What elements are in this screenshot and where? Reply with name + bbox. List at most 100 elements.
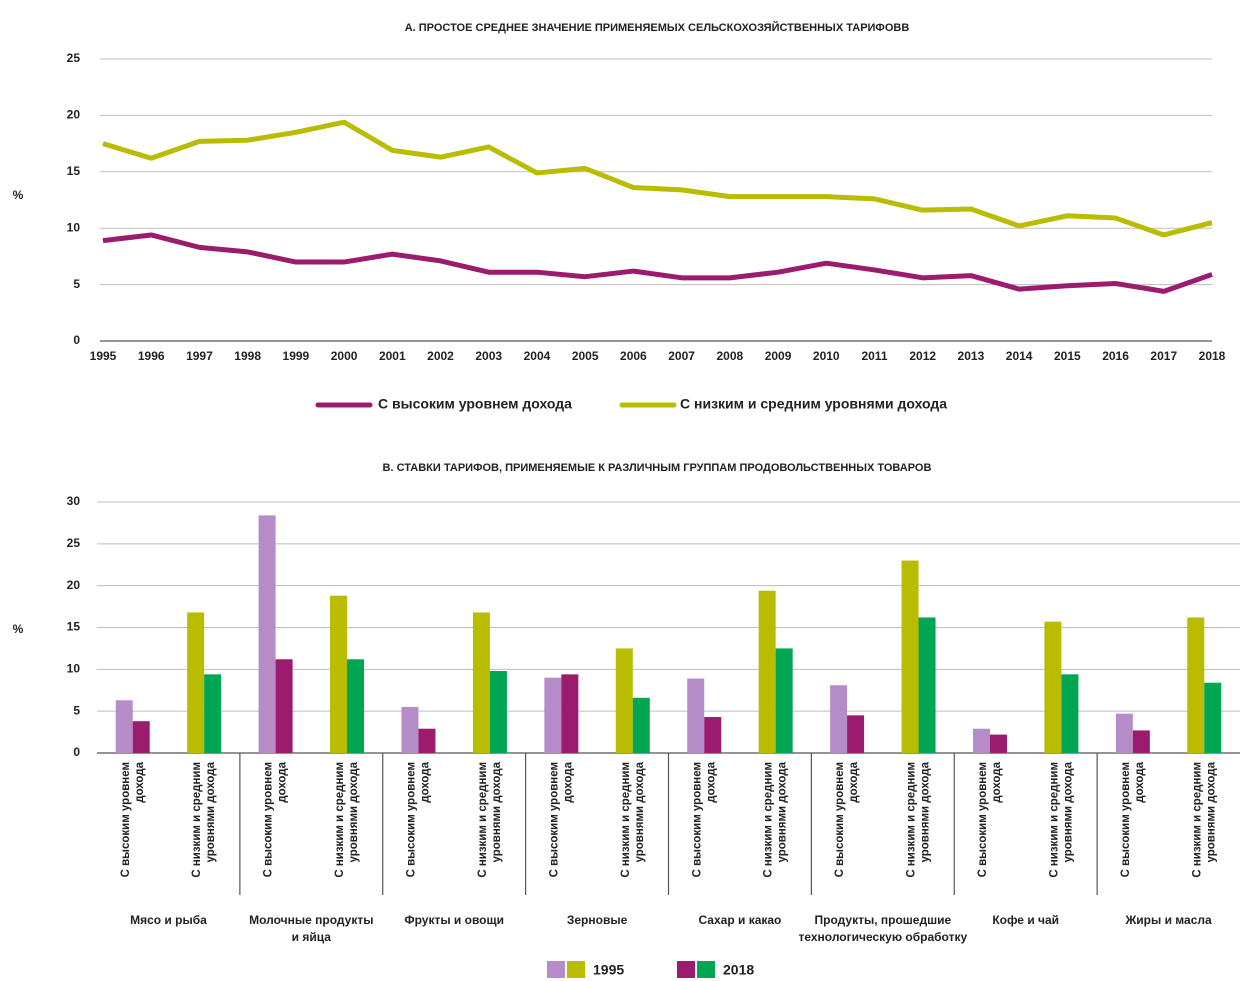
- bar: [847, 715, 865, 753]
- x-tick-label: 2008: [716, 349, 743, 363]
- bar: [615, 648, 633, 753]
- y-tick-label: 5: [73, 277, 80, 291]
- legend-label: С высоким уровнем дохода: [378, 396, 572, 412]
- y-tick-label: 0: [73, 745, 80, 759]
- subgroup-label: С высоким уровнем: [1120, 762, 1132, 877]
- subgroup-label: уровнями дохода: [1205, 761, 1217, 862]
- bar: [1187, 617, 1205, 753]
- bar: [561, 674, 579, 753]
- data-line: [102, 232, 1213, 294]
- bar: [115, 700, 133, 753]
- bar: [830, 685, 848, 753]
- y-tick-label: 15: [67, 164, 81, 178]
- y-tick-label: 20: [67, 108, 81, 122]
- group-label: Сахар и какао: [698, 913, 781, 927]
- x-tick-label: 2011: [861, 349, 887, 363]
- subgroup-label: дохода: [991, 761, 1003, 802]
- bar: [989, 734, 1007, 753]
- x-tick-label: 2015: [1054, 349, 1081, 363]
- x-tick-label: 2006: [620, 349, 647, 363]
- x-tick-label: 2010: [813, 349, 840, 363]
- y-tick-label: 0: [73, 333, 80, 347]
- subgroup-label: С высоким уровнем: [691, 762, 703, 877]
- legend-label: 2018: [723, 962, 754, 978]
- group-label: Кофе и чай: [992, 913, 1059, 927]
- subgroup-label: С высоким уровнем: [834, 762, 846, 877]
- x-tick-label: 2005: [572, 349, 599, 363]
- subgroup-label: уровнями дохода: [348, 761, 360, 862]
- x-tick-label: 1996: [138, 349, 165, 363]
- bar: [204, 674, 222, 753]
- subgroup-label: дохода: [848, 761, 860, 802]
- subgroup-label: дохода: [1134, 761, 1146, 802]
- group-label: Мясо и рыба: [130, 913, 207, 927]
- x-tick-label: 1999: [283, 349, 310, 363]
- y-tick-label: 5: [73, 703, 80, 717]
- bar: [632, 697, 650, 753]
- subgroup-label: С низким и средним: [763, 762, 775, 878]
- subgroup-label: С низким и средним: [477, 762, 489, 878]
- subgroup-label: уровнями дохода: [634, 761, 646, 862]
- subgroup-label: С низким и средним: [1191, 762, 1203, 878]
- x-tick-label: 2018: [1199, 349, 1226, 363]
- bar: [1061, 674, 1079, 753]
- y-tick-label: 10: [67, 220, 81, 234]
- subgroup-label: дохода: [134, 761, 146, 802]
- subgroup-label: уровнями дохода: [777, 761, 789, 862]
- x-tick-label: 2004: [524, 349, 551, 363]
- bar: [758, 590, 776, 753]
- bar: [1204, 682, 1222, 753]
- subgroup-label: С высоким уровнем: [406, 762, 418, 877]
- x-tick-label: 1998: [234, 349, 261, 363]
- group-label: Фрукты и овощи: [404, 913, 504, 927]
- bar: [258, 515, 276, 753]
- data-line: [102, 119, 1213, 238]
- y-tick-label: 10: [67, 662, 81, 676]
- subgroup-label: С низким и средним: [906, 762, 918, 878]
- x-tick-label: 1995: [90, 349, 117, 363]
- y-tick-label: 15: [67, 620, 81, 634]
- group-label: Молочные продукты: [249, 913, 373, 927]
- group-label: Зерновые: [567, 913, 628, 927]
- subgroup-label: дохода: [420, 761, 432, 802]
- subgroup-label: С высоким уровнем: [120, 762, 132, 877]
- bar: [901, 560, 919, 753]
- legend-swatch: [567, 961, 585, 978]
- legend-label: 1995: [593, 962, 624, 978]
- subgroup-label: уровнями дохода: [205, 761, 217, 862]
- subgroup-label: дохода: [705, 761, 717, 802]
- x-tick-label: 2014: [1006, 349, 1033, 363]
- bar: [775, 648, 793, 753]
- x-tick-label: 2013: [958, 349, 985, 363]
- bar: [1132, 730, 1150, 753]
- bar: [544, 677, 562, 753]
- subgroup-label: дохода: [277, 761, 289, 802]
- y-axis-label: %: [13, 622, 24, 636]
- group-label: Продукты, прошедшие: [815, 913, 952, 927]
- bar: [472, 612, 490, 753]
- x-tick-label: 2003: [475, 349, 502, 363]
- x-tick-label: 2017: [1150, 349, 1177, 363]
- y-tick-label: 25: [67, 51, 81, 65]
- subgroup-label: уровнями дохода: [491, 761, 503, 862]
- bar: [132, 721, 150, 753]
- bar: [918, 617, 936, 753]
- x-tick-label: 2012: [909, 349, 936, 363]
- bar: [275, 659, 293, 753]
- subgroup-label: С высоким уровнем: [548, 762, 560, 877]
- x-tick-label: 2016: [1102, 349, 1129, 363]
- y-tick-label: 30: [67, 494, 81, 508]
- bar: [1044, 621, 1062, 753]
- legend-swatch: [697, 961, 715, 978]
- subgroup-label: С высоким уровнем: [977, 762, 989, 877]
- subgroup-label: С высоким уровнем: [263, 762, 275, 877]
- y-tick-label: 20: [67, 578, 81, 592]
- legend-swatch: [677, 961, 695, 978]
- chart-title: B. СТАВКИ ТАРИФОВ, ПРИМЕНЯЕМЫЕ К РАЗЛИЧН…: [383, 462, 932, 474]
- bar: [330, 595, 348, 753]
- bar: [347, 659, 365, 753]
- bar: [1115, 713, 1133, 753]
- subgroup-label: С низким и средним: [191, 762, 203, 878]
- subgroup-label: С низким и средним: [334, 762, 346, 878]
